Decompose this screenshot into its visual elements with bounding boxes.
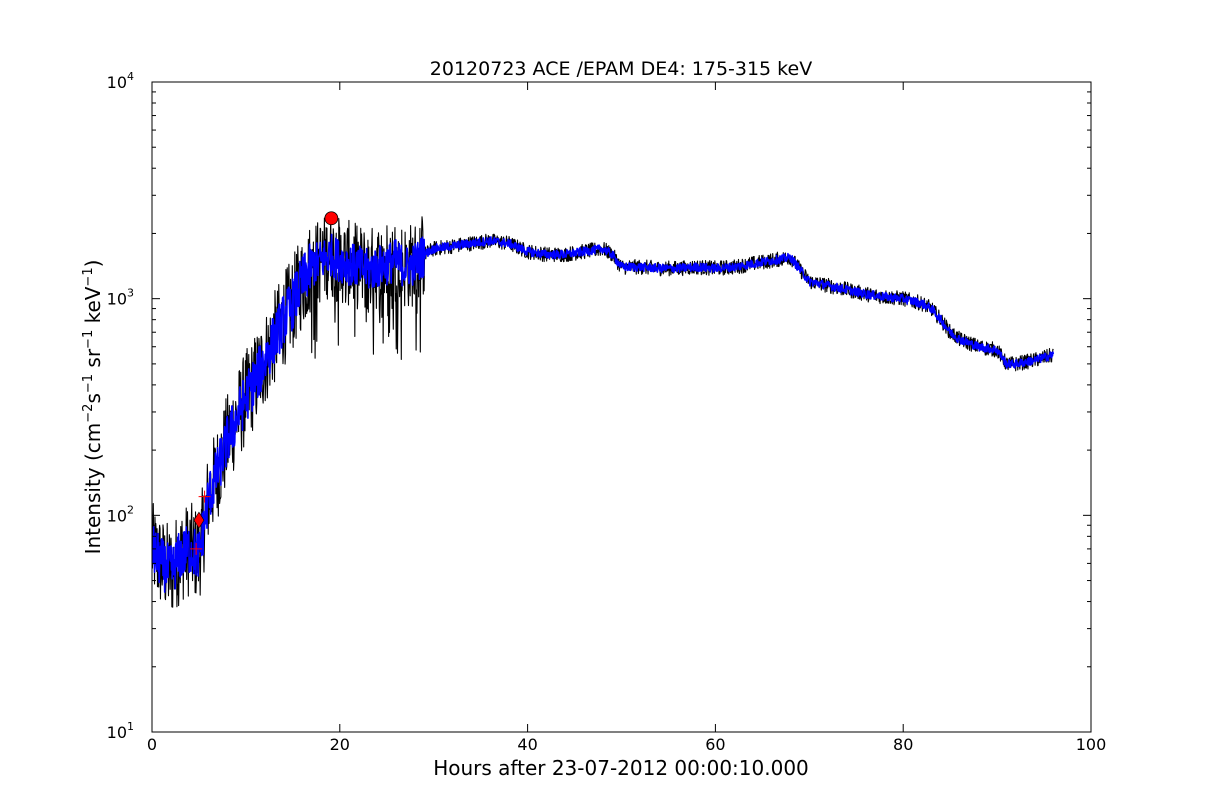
x-axis: 0 20 40 60 80 100: [147, 82, 1106, 754]
y-tick-label: 101: [107, 720, 134, 742]
y-tick-label: 104: [107, 70, 134, 92]
y-axis-label: Intensity (cm−2s−1 sr−1 keV−1): [81, 260, 105, 555]
chart-title: 20120723 ACE /EPAM DE4: 175-315 keV: [430, 58, 812, 80]
x-tick-label: 80: [893, 735, 913, 754]
plus-marker: [198, 490, 211, 503]
plus-marker: [190, 542, 203, 555]
y-tick-label: 102: [107, 503, 134, 525]
peak-marker: [324, 211, 339, 226]
axes-frame: [151, 81, 1092, 733]
x-tick-label: 20: [330, 735, 350, 754]
smoothed-intensity-line: [152, 233, 1055, 593]
x-tick-label: 40: [517, 735, 537, 754]
x-tick-label: 60: [705, 735, 725, 754]
x-tick-label: 0: [147, 735, 157, 754]
x-tick-label: 100: [1076, 735, 1107, 754]
y-tick-label: 103: [107, 287, 134, 309]
x-axis-label: Hours after 23-07-2012 00:00:10.000: [433, 756, 809, 780]
y-axis-label-main: Intensity (cm: [81, 423, 105, 555]
plot-area: [152, 211, 1055, 608]
y-axis: 101 102 103 104: [107, 70, 1091, 742]
onset-marker: [193, 511, 205, 529]
